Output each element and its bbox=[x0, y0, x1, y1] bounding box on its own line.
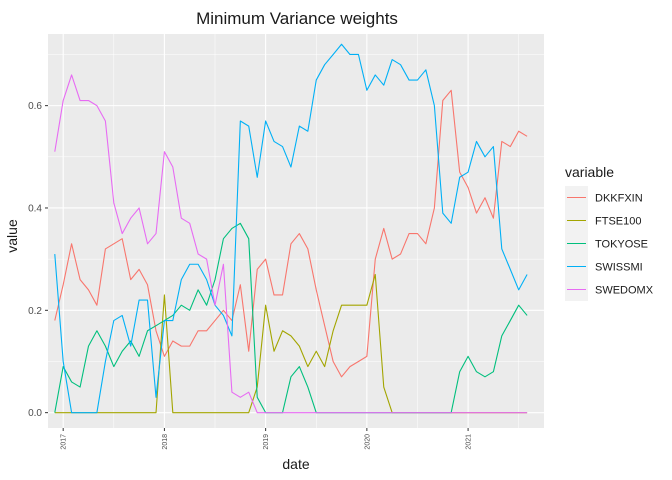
y-axis-title: value bbox=[4, 219, 20, 253]
legend-label-swedomx: SWEDOMX bbox=[595, 285, 654, 297]
legend-title: variable bbox=[565, 164, 614, 180]
series-line-swedomx bbox=[54, 74, 528, 414]
series-lines bbox=[54, 43, 528, 414]
x-tick-label: 2020 bbox=[364, 434, 371, 450]
x-axis-title: date bbox=[282, 456, 309, 472]
series-line-dkkfxin bbox=[54, 89, 528, 378]
plot-panel bbox=[48, 34, 544, 428]
y-tick-label: 0.6 bbox=[28, 101, 42, 112]
chart-title: Minimum Variance weights bbox=[196, 9, 398, 28]
x-axis-ticks: 2017 2018 2019 2020 2021 bbox=[61, 428, 473, 450]
x-tick-label: 2017 bbox=[61, 434, 68, 450]
y-tick-label: 0.4 bbox=[28, 203, 42, 214]
x-tick-label: 2021 bbox=[466, 434, 473, 450]
legend-label-dkkfxin: DKKFXIN bbox=[595, 193, 643, 205]
y-axis-ticks: 0.0 0.2 0.4 0.6 bbox=[28, 101, 48, 419]
y-tick-label: 0.2 bbox=[28, 306, 42, 317]
legend: variable DKKFXIN FTSE100 TOKYOSE SWISSMI SWE… bbox=[565, 164, 654, 301]
x-tick-label: 2018 bbox=[162, 434, 169, 450]
legend-label-tokyose: TOKYOSE bbox=[595, 239, 648, 251]
legend-label-swissmi: SWISSMI bbox=[595, 262, 643, 274]
series-line-swissmi bbox=[54, 43, 528, 414]
y-tick-label: 0.0 bbox=[28, 408, 42, 419]
x-tick-label: 2019 bbox=[263, 434, 270, 450]
legend-label-ftse100: FTSE100 bbox=[595, 216, 641, 228]
